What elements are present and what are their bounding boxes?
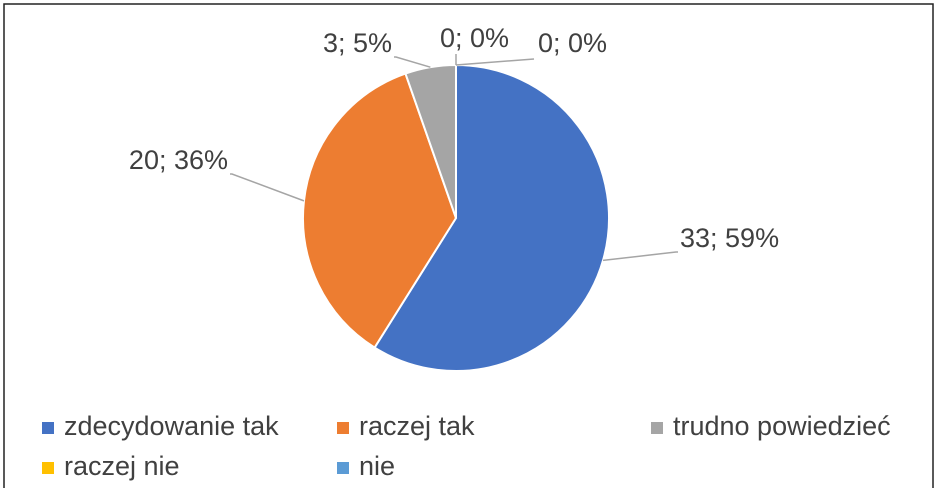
leader-line	[394, 56, 431, 68]
legend-label: raczej nie	[64, 451, 180, 481]
legend-swatch	[42, 422, 54, 434]
legend-swatch	[337, 462, 349, 474]
pie-slice	[373, 63, 610, 372]
data-label: 33; 59%	[680, 223, 779, 253]
legend-swatch	[337, 422, 349, 434]
legend-swatch	[651, 422, 663, 434]
leader-line	[230, 173, 305, 202]
leader-line	[602, 251, 678, 262]
data-label: 3; 5%	[323, 28, 392, 58]
legend-label: nie	[359, 451, 395, 481]
legend-swatch	[42, 462, 54, 474]
legend-label: raczej tak	[359, 411, 475, 441]
legend-label: trudno powiedzieć	[673, 411, 891, 441]
leader-line	[455, 58, 535, 66]
data-label: 0; 0%	[440, 23, 509, 53]
legend-label: zdecydowanie tak	[64, 411, 279, 441]
data-label: 0; 0%	[538, 28, 607, 58]
data-label: 20; 36%	[129, 145, 228, 175]
chart-frame	[3, 3, 934, 488]
